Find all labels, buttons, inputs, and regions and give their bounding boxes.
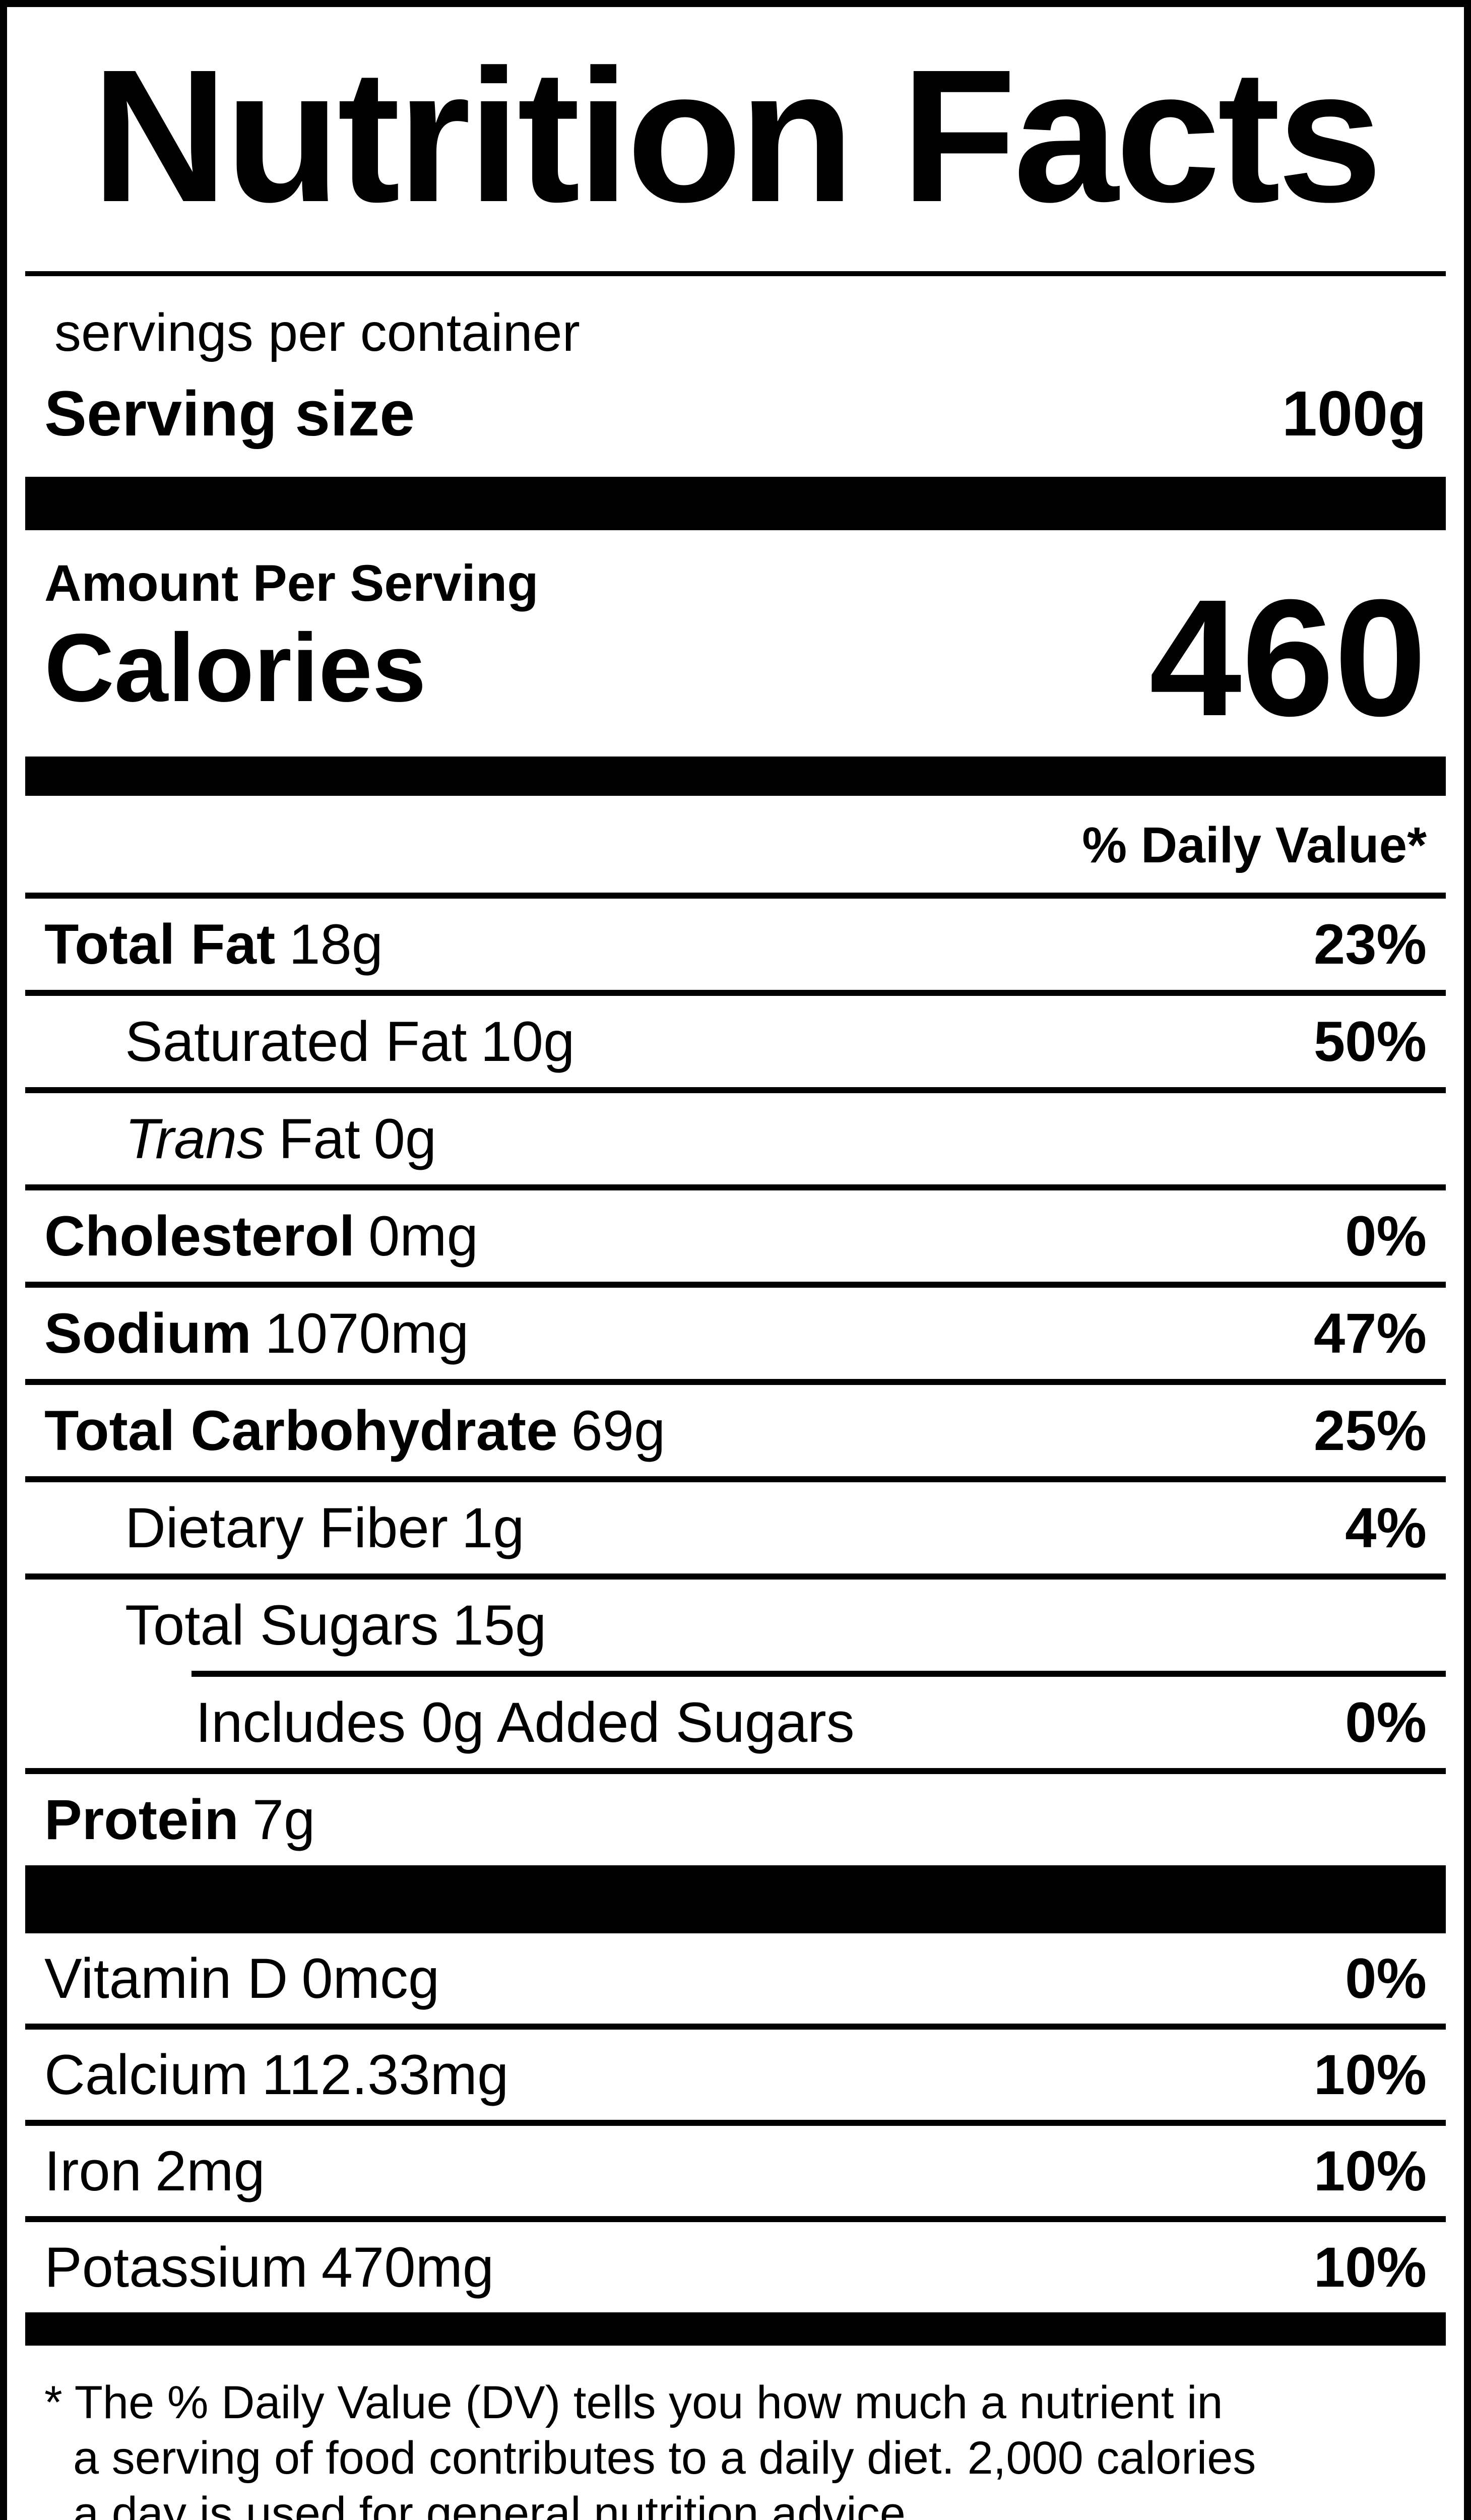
nutrient-name: Calcium: [44, 2043, 248, 2106]
nutrient-name: Total Fat: [44, 913, 276, 976]
nutrient-name: Sodium: [44, 1302, 251, 1365]
nutrient-name: Cholesterol: [44, 1205, 355, 1268]
vitamin-row-vitamin-d: Vitamin D 0mcg 0%: [25, 1933, 1446, 2030]
daily-value-percent: 10%: [1313, 2043, 1427, 2106]
nutrient-amount: 7g: [252, 1788, 315, 1851]
daily-value-percent: 23%: [1313, 913, 1427, 976]
nutrient-row-trans-fat: Trans Fat 0g: [25, 1093, 1446, 1190]
nutrient-name: Total Sugars: [125, 1594, 439, 1657]
nutrient-amount: 1g: [461, 1496, 525, 1559]
section-divider-thick: [25, 757, 1446, 796]
calories-label: Calories: [44, 613, 426, 722]
nutrient-label: Vitamin D 0mcg: [44, 1949, 439, 2007]
vitamin-row-calcium: Calcium 112.33mg 10%: [25, 2030, 1446, 2126]
divider: [25, 893, 1446, 899]
serving-size-label: Serving size: [44, 378, 415, 449]
nutrient-name: Protein: [44, 1788, 239, 1851]
nutrient-name: Vitamin D: [44, 1947, 288, 2010]
nutrient-row-cholesterol: Cholesterol 0mg 0%: [25, 1190, 1446, 1288]
nutrient-label: Includes 0g Added Sugars: [196, 1693, 855, 1751]
daily-value-percent: 10%: [1313, 2139, 1427, 2202]
daily-value-percent: 10%: [1313, 2236, 1427, 2299]
nutrient-label: Total Carbohydrate 69g: [44, 1402, 665, 1460]
nutrient-amount: 69g: [571, 1399, 666, 1462]
section-divider-thick: [25, 477, 1446, 530]
footnote-line: a day is used for general nutrition advi…: [73, 2488, 919, 2520]
calories-section: Amount Per Serving Calories 460: [25, 530, 1446, 757]
nutrient-name: Total Carbohydrate: [44, 1399, 558, 1462]
nutrient-name: Iron: [44, 2139, 142, 2202]
daily-value-percent: 47%: [1313, 1302, 1427, 1365]
section-divider-thick: [25, 1865, 1446, 1933]
daily-value-percent: 0%: [1345, 1205, 1427, 1268]
daily-value-footnote: * The % Daily Value (DV) tells you how m…: [25, 2346, 1446, 2520]
daily-value-percent: 25%: [1313, 1399, 1427, 1462]
nutrient-amount: 18g: [289, 913, 383, 976]
label-title: Nutrition Facts: [91, 31, 1383, 241]
nutrient-label: Sodium 1070mg: [44, 1304, 469, 1362]
nutrient-row-saturated-fat: Saturated Fat 10g 50%: [25, 996, 1446, 1093]
nutrient-row-sodium: Sodium 1070mg 47%: [25, 1288, 1446, 1385]
nutrient-amount: 15g: [452, 1594, 547, 1657]
nutrient-label: Protein 7g: [44, 1791, 315, 1849]
nutrient-amount: 0g: [373, 1107, 437, 1170]
amount-per-serving-label: Amount Per Serving: [44, 554, 539, 612]
nutrient-amount: 1070mg: [265, 1302, 469, 1365]
nutrient-name-italic: Trans: [125, 1107, 265, 1170]
divider-partial: [191, 1671, 1446, 1677]
nutrient-amount: 470mg: [321, 2236, 494, 2299]
nutrient-amount: 0mcg: [301, 1947, 440, 2010]
footnote-line: * The % Daily Value (DV) tells you how m…: [44, 2377, 1223, 2428]
nutrient-row-total-fat: Total Fat 18g 23%: [25, 899, 1446, 996]
nutrient-label: Iron 2mg: [44, 2142, 265, 2200]
nutrient-amount: 112.33mg: [262, 2043, 509, 2106]
nutrient-row-added-sugars: Includes 0g Added Sugars 0%: [25, 1677, 1446, 1774]
nutrient-label: Total Fat 18g: [44, 915, 383, 973]
serving-size-row: Serving size 100g: [25, 377, 1446, 477]
nutrient-amount: 2mg: [155, 2139, 265, 2202]
divider-under-title: [25, 271, 1446, 276]
nutrient-name: Includes 0g Added Sugars: [196, 1691, 855, 1754]
nutrient-label: Calcium 112.33mg: [44, 2046, 508, 2104]
daily-value-percent: 50%: [1313, 1010, 1427, 1073]
servings-per-container: servings per container: [54, 303, 580, 362]
nutrient-label: Dietary Fiber 1g: [125, 1499, 525, 1557]
nutrient-label: Saturated Fat 10g: [125, 1013, 574, 1070]
nutrient-row-total-sugars: Total Sugars 15g: [25, 1580, 1446, 1671]
daily-value-percent: 0%: [1345, 1691, 1427, 1754]
nutrient-amount: 10g: [480, 1010, 575, 1073]
nutrient-name: Potassium: [44, 2236, 308, 2299]
daily-value-percent: 4%: [1345, 1496, 1427, 1559]
daily-value-percent: 0%: [1345, 1947, 1427, 2010]
nutrient-name: Fat: [278, 1107, 360, 1170]
nutrient-label: Potassium 470mg: [44, 2238, 494, 2296]
nutrient-label: Trans Fat 0g: [125, 1110, 436, 1168]
serving-size-value: 100g: [1282, 378, 1427, 449]
nutrient-name: Saturated Fat: [125, 1010, 467, 1073]
section-divider-thick: [25, 2312, 1446, 2346]
nutrient-row-total-carbohydrate: Total Carbohydrate 69g 25%: [25, 1385, 1446, 1482]
nutrient-name: Dietary Fiber: [125, 1496, 449, 1559]
daily-value-header: % Daily Value*: [1082, 817, 1427, 873]
nutrient-row-protein: Protein 7g: [25, 1774, 1446, 1865]
calories-value: 460: [1149, 564, 1427, 750]
vitamin-row-iron: Iron 2mg 10%: [25, 2126, 1446, 2222]
calories-left-column: Amount Per Serving Calories: [44, 555, 539, 718]
footnote-line: a serving of food contributes to a daily…: [73, 2432, 1256, 2484]
nutrient-row-dietary-fiber: Dietary Fiber 1g 4%: [25, 1482, 1446, 1580]
nutrient-label: Cholesterol 0mg: [44, 1207, 478, 1265]
nutrient-label: Total Sugars 15g: [125, 1596, 546, 1654]
vitamin-row-potassium: Potassium 470mg 10%: [25, 2222, 1446, 2312]
nutrient-amount: 0mg: [368, 1205, 478, 1268]
